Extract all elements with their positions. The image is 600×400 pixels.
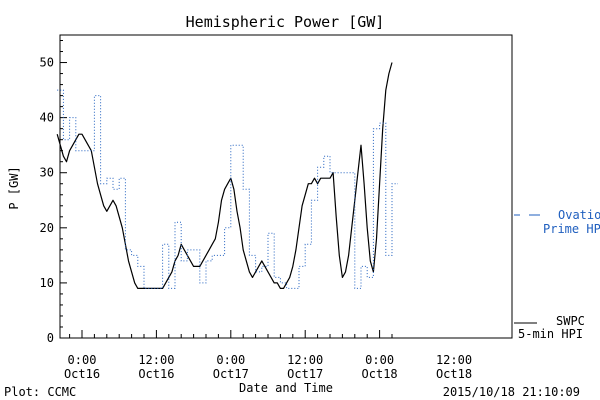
x-tick-date-label: Oct16 <box>64 367 100 381</box>
y-tick-label: 0 <box>47 331 54 345</box>
legend-ovation-label-2: Prime HPI <box>543 222 600 236</box>
y-tick-label: 20 <box>40 221 54 235</box>
plot-timestamp: 2015/10/18 21:10:09 <box>443 385 580 399</box>
x-tick-time-label: 0:00 <box>216 353 245 367</box>
x-tick-date-label: Oct16 <box>138 367 174 381</box>
plot-frame <box>59 34 513 339</box>
chart-title: Hemispheric Power [GW] <box>186 13 385 31</box>
y-axis-label: P [GW] <box>7 166 21 209</box>
x-axis-label: Date and Time <box>239 381 333 395</box>
legend-ovation: Ovation Prime HPI <box>514 208 600 236</box>
x-tick-time-label: 0:00 <box>68 353 97 367</box>
x-tick-time-label: 12:00 <box>436 353 472 367</box>
y-tick-label: 40 <box>40 111 54 125</box>
y-tick-label: 10 <box>40 276 54 290</box>
series-line-ovation-prime <box>57 89 398 289</box>
x-tick-time-label: 12:00 <box>287 353 323 367</box>
series-line-swpc-hpi <box>56 62 393 289</box>
y-tick-label: 50 <box>40 56 54 70</box>
x-tick-date-label: Oct18 <box>362 367 398 381</box>
legend-swpc-label-1: SWPC <box>556 314 585 328</box>
legend-ovation-label-1: Ovation <box>558 208 600 222</box>
series-layer <box>56 62 398 289</box>
x-tick-time-label: 0:00 <box>365 353 394 367</box>
plot-credit: Plot: CCMC <box>4 385 76 399</box>
x-tick-date-label: Oct17 <box>287 367 323 381</box>
y-axis: 0 10 20 30 40 50 <box>40 40 67 345</box>
legend-swpc-label-2: 5-min HPI <box>518 327 583 341</box>
y-tick-label: 30 <box>40 166 54 180</box>
legend-swpc: SWPC 5-min HPI <box>514 314 585 341</box>
x-tick-date-label: Oct17 <box>213 367 249 381</box>
x-tick-time-label: 12:00 <box>138 353 174 367</box>
x-tick-date-label: Oct18 <box>436 367 472 381</box>
x-axis: 0:00Oct1612:00Oct160:00Oct1712:00Oct170:… <box>64 330 472 381</box>
